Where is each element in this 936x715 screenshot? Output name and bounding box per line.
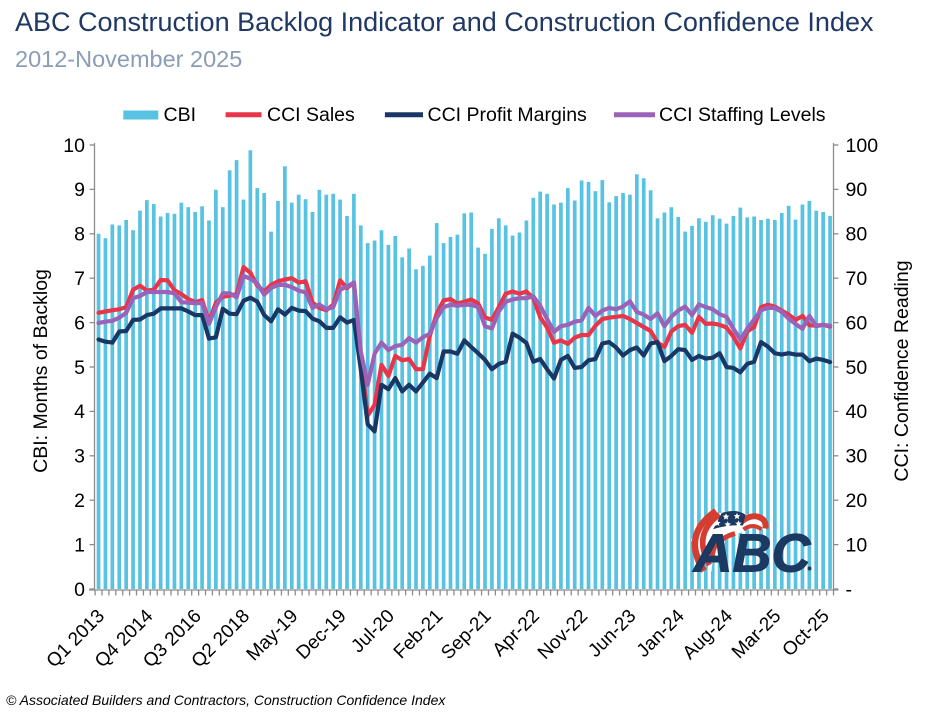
svg-text:0: 0 <box>74 579 85 601</box>
svg-text:90: 90 <box>846 179 868 201</box>
svg-text:10: 10 <box>63 135 85 157</box>
svg-text:70: 70 <box>846 268 868 290</box>
svg-text:ABC: ABC <box>692 524 812 584</box>
svg-text:8: 8 <box>74 224 85 246</box>
svg-text:CCI Profit Margins: CCI Profit Margins <box>428 104 588 126</box>
svg-text:CCI Sales: CCI Sales <box>267 104 355 126</box>
svg-text:3: 3 <box>74 446 85 468</box>
svg-text:7: 7 <box>74 268 85 290</box>
svg-text:6: 6 <box>74 312 85 334</box>
svg-text:4: 4 <box>74 401 85 423</box>
svg-text:2: 2 <box>74 490 85 512</box>
svg-text:9: 9 <box>74 179 85 201</box>
svg-text:CBI: CBI <box>164 104 197 126</box>
svg-text:60: 60 <box>846 312 868 334</box>
svg-text:50: 50 <box>846 357 868 379</box>
svg-text:5: 5 <box>74 357 85 379</box>
svg-text:-: - <box>846 579 853 601</box>
svg-text:100: 100 <box>846 135 879 157</box>
svg-text:40: 40 <box>846 401 868 423</box>
svg-text:30: 30 <box>846 446 868 468</box>
svg-text:© Associated Builders and Cont: © Associated Builders and Contractors, C… <box>6 692 446 708</box>
svg-text:80: 80 <box>846 224 868 246</box>
svg-text:2012-November 2025: 2012-November 2025 <box>15 46 242 72</box>
svg-text:CCI: Confidence Reading: CCI: Confidence Reading <box>891 260 913 481</box>
svg-text:ABC Construction Backlog Indic: ABC Construction Backlog Indicator and C… <box>15 7 874 37</box>
svg-text:CBI: Months of Backlog: CBI: Months of Backlog <box>30 269 52 473</box>
svg-text:10: 10 <box>846 534 868 556</box>
svg-text:20: 20 <box>846 490 868 512</box>
svg-text:CCI Staffing Levels: CCI Staffing Levels <box>659 104 826 126</box>
svg-text:1: 1 <box>74 534 85 556</box>
